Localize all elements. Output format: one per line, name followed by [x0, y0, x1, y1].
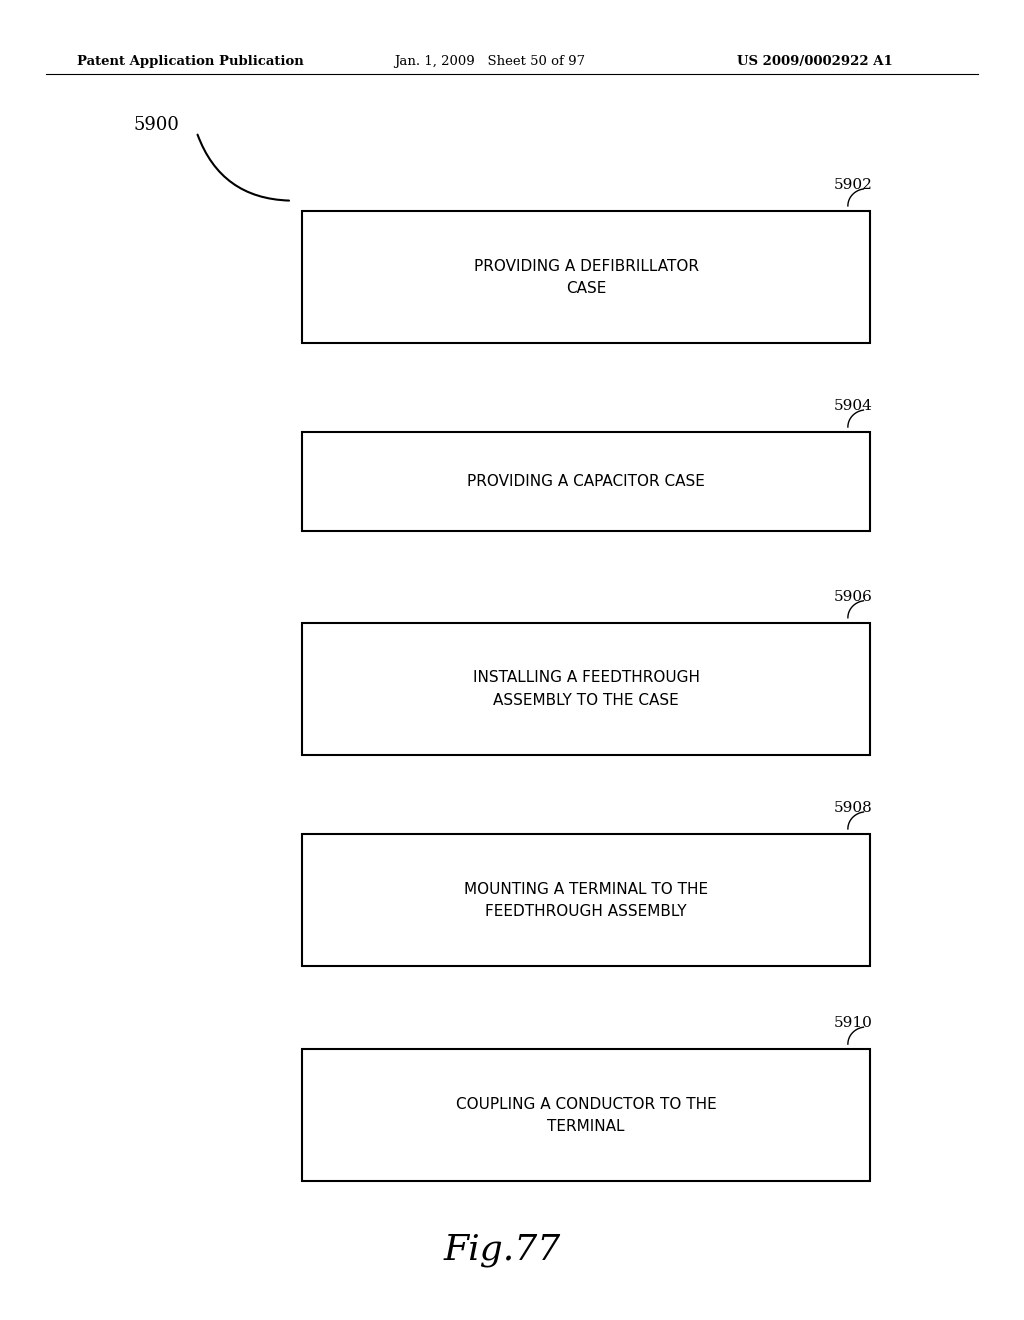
Bar [302, 433, 870, 531]
Text: 5906: 5906 [834, 590, 872, 603]
Text: PROVIDING A DEFIBRILLATOR
CASE: PROVIDING A DEFIBRILLATOR CASE [474, 259, 698, 296]
Text: Fig.77: Fig.77 [443, 1233, 560, 1267]
Bar [302, 1049, 870, 1181]
Bar [302, 834, 870, 966]
Bar [302, 623, 870, 755]
Text: PROVIDING A CAPACITOR CASE: PROVIDING A CAPACITOR CASE [467, 474, 706, 490]
Text: Jan. 1, 2009   Sheet 50 of 97: Jan. 1, 2009 Sheet 50 of 97 [394, 55, 586, 69]
Text: Patent Application Publication: Patent Application Publication [77, 55, 303, 69]
Text: 5904: 5904 [834, 399, 872, 413]
Text: INSTALLING A FEEDTHROUGH
ASSEMBLY TO THE CASE: INSTALLING A FEEDTHROUGH ASSEMBLY TO THE… [473, 671, 699, 708]
Text: 5910: 5910 [834, 1016, 872, 1030]
Text: COUPLING A CONDUCTOR TO THE
TERMINAL: COUPLING A CONDUCTOR TO THE TERMINAL [456, 1097, 717, 1134]
Text: 5900: 5900 [133, 116, 179, 135]
Text: 5902: 5902 [834, 178, 872, 191]
Text: US 2009/0002922 A1: US 2009/0002922 A1 [737, 55, 893, 69]
Bar [302, 211, 870, 343]
Text: MOUNTING A TERMINAL TO THE
FEEDTHROUGH ASSEMBLY: MOUNTING A TERMINAL TO THE FEEDTHROUGH A… [464, 882, 709, 919]
Text: 5908: 5908 [834, 801, 872, 814]
